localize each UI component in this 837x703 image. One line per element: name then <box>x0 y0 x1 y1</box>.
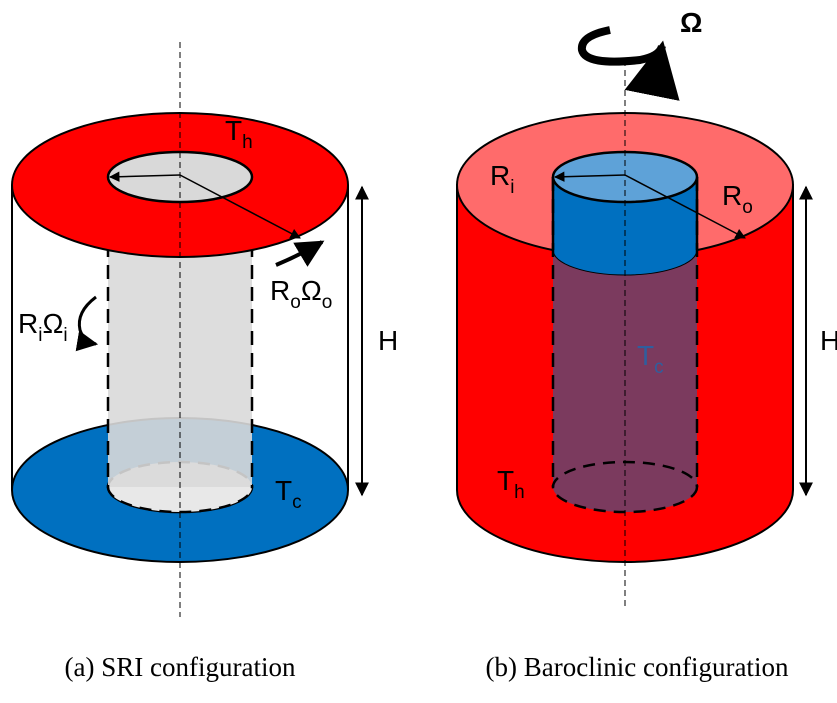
radius-outer <box>624 174 746 239</box>
label: Th <box>497 465 525 503</box>
radius-inner <box>553 171 626 182</box>
panel-a: Th RiΩi RoΩo H Tc (a) SRI configuration <box>10 42 398 682</box>
label: RiΩi <box>18 308 68 346</box>
label: H <box>378 325 398 356</box>
label: Ro <box>722 180 753 218</box>
label: Tc <box>275 475 302 513</box>
label: Tc <box>637 340 664 378</box>
label: H <box>820 325 837 356</box>
caption: (a) SRI configuration <box>65 652 296 682</box>
rotation-arrow <box>577 26 680 101</box>
label: Th <box>225 115 253 153</box>
radius-inner <box>108 171 181 182</box>
label: RoΩo <box>270 275 332 313</box>
rotation-arrow <box>275 240 325 267</box>
radius-outer <box>179 174 301 239</box>
label: Ω <box>680 7 702 38</box>
caption: (b) Baroclinic configuration <box>486 652 789 682</box>
panel-b: Ω Ri Ro H Tc Th (b) Baroclinic configura… <box>456 7 837 682</box>
label: Ri <box>490 160 514 198</box>
rotation-arrow <box>75 295 99 352</box>
